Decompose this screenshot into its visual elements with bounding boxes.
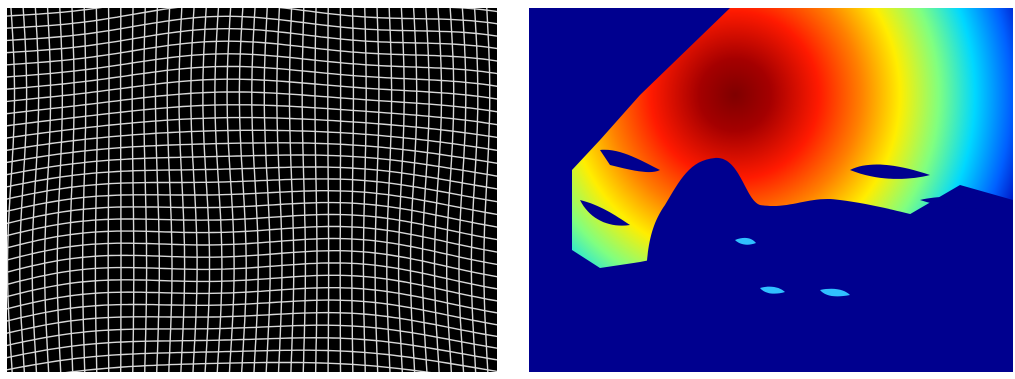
masked-region xyxy=(580,149,1000,291)
grid-line xyxy=(470,8,479,372)
grid-line xyxy=(7,154,497,177)
grid-line xyxy=(263,8,271,372)
grid-line xyxy=(7,201,497,228)
grid-line xyxy=(0,374,507,379)
grid-line xyxy=(131,8,135,372)
grid-line xyxy=(7,287,497,314)
grid-line xyxy=(190,8,198,372)
grid-line xyxy=(409,8,418,372)
grid-line xyxy=(214,8,223,372)
grid-line xyxy=(7,299,497,326)
grid-line xyxy=(202,8,211,372)
grid-line xyxy=(65,361,432,372)
grid-line xyxy=(56,8,64,372)
grid-line xyxy=(7,53,497,78)
masked-region xyxy=(640,157,1013,372)
grid-line xyxy=(7,8,497,17)
grid-line xyxy=(107,8,110,372)
grid-line xyxy=(7,311,497,338)
grid-line xyxy=(7,15,497,42)
grid-line xyxy=(7,142,497,164)
grid-line xyxy=(7,28,497,54)
grid-line xyxy=(7,213,497,241)
grid-line xyxy=(421,8,430,372)
grid-line xyxy=(7,178,497,203)
grid-line xyxy=(7,349,497,372)
grid-line xyxy=(7,250,497,278)
grid-line xyxy=(7,274,497,302)
displacement-map-panel xyxy=(529,8,1013,372)
grid-line xyxy=(7,78,497,103)
grid-line xyxy=(7,166,497,190)
grid-line xyxy=(166,8,173,372)
grid-line xyxy=(7,65,497,90)
field-fragment xyxy=(735,237,850,297)
grid-line xyxy=(7,324,497,349)
grid-line xyxy=(276,8,283,372)
grid-line xyxy=(362,8,367,372)
grid-line xyxy=(446,8,455,372)
grid-line xyxy=(7,8,497,29)
grid-line xyxy=(154,8,160,372)
grid-line xyxy=(238,8,247,372)
grid-line xyxy=(386,8,393,372)
grid-line xyxy=(251,8,259,372)
grid-line xyxy=(81,8,87,372)
grid-line xyxy=(7,40,497,66)
grid-line xyxy=(351,8,355,372)
grid-line xyxy=(226,8,235,372)
grid-line xyxy=(178,8,186,372)
grid-line xyxy=(7,116,497,139)
grid-line xyxy=(7,129,497,152)
grid-line xyxy=(69,8,75,372)
grid-line xyxy=(7,91,497,115)
grid-line xyxy=(433,8,443,372)
grid-line xyxy=(327,8,330,372)
grid-line xyxy=(314,8,318,372)
grid-line xyxy=(7,237,497,266)
grid-line xyxy=(7,336,497,361)
grid-line xyxy=(7,104,497,127)
grid-line xyxy=(288,8,295,372)
grid-line xyxy=(7,225,497,253)
deformation-grid-panel xyxy=(0,8,507,379)
grid-line xyxy=(143,8,148,372)
grid-line xyxy=(7,262,497,290)
grid-line xyxy=(7,8,16,372)
grid-line xyxy=(301,8,307,372)
grid-line xyxy=(374,8,380,372)
grid-line xyxy=(483,8,491,372)
grid-line xyxy=(7,190,497,216)
